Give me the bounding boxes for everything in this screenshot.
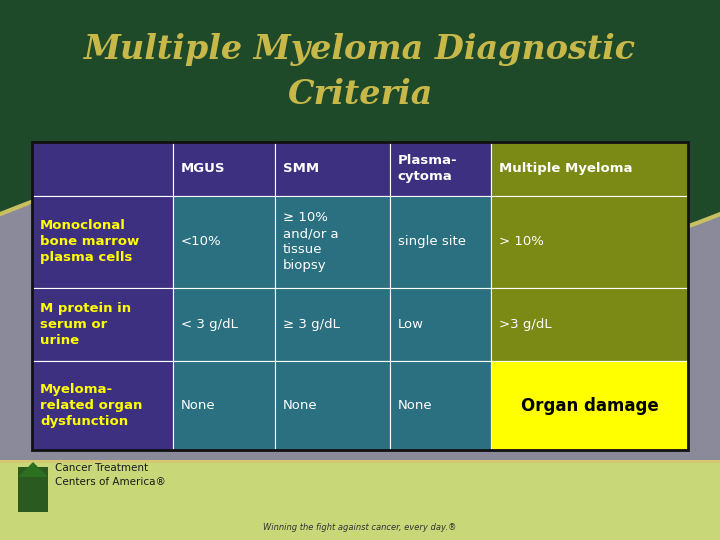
FancyBboxPatch shape xyxy=(491,142,688,195)
FancyBboxPatch shape xyxy=(32,361,173,450)
FancyBboxPatch shape xyxy=(18,467,48,512)
Text: None: None xyxy=(283,399,318,412)
FancyBboxPatch shape xyxy=(32,142,173,195)
Text: >3 g/dL: >3 g/dL xyxy=(499,318,552,331)
FancyBboxPatch shape xyxy=(390,361,491,450)
FancyBboxPatch shape xyxy=(275,361,390,450)
Polygon shape xyxy=(18,462,48,477)
FancyBboxPatch shape xyxy=(32,288,173,361)
Text: < 3 g/dL: < 3 g/dL xyxy=(181,318,238,331)
Text: single site: single site xyxy=(397,235,466,248)
FancyBboxPatch shape xyxy=(173,142,275,195)
FancyBboxPatch shape xyxy=(390,142,491,195)
FancyBboxPatch shape xyxy=(173,361,275,450)
Text: <10%: <10% xyxy=(181,235,222,248)
FancyBboxPatch shape xyxy=(0,0,720,205)
Text: Criteria: Criteria xyxy=(287,78,433,111)
FancyBboxPatch shape xyxy=(173,195,275,288)
Text: Organ damage: Organ damage xyxy=(521,397,659,415)
FancyBboxPatch shape xyxy=(491,288,688,361)
Text: Cancer Treatment
Centers of America®: Cancer Treatment Centers of America® xyxy=(55,463,166,487)
Text: M protein in
serum or
urine: M protein in serum or urine xyxy=(40,302,131,347)
Text: Winning the fight against cancer, every day.®: Winning the fight against cancer, every … xyxy=(264,523,456,532)
Text: SMM: SMM xyxy=(283,163,319,176)
FancyBboxPatch shape xyxy=(275,288,390,361)
FancyBboxPatch shape xyxy=(390,195,491,288)
Text: Monoclonal
bone marrow
plasma cells: Monoclonal bone marrow plasma cells xyxy=(40,219,139,264)
Text: None: None xyxy=(181,399,216,412)
FancyBboxPatch shape xyxy=(275,195,390,288)
FancyBboxPatch shape xyxy=(390,288,491,361)
Text: ≥ 10%
and/or a
tissue
biopsy: ≥ 10% and/or a tissue biopsy xyxy=(283,211,338,272)
Text: MGUS: MGUS xyxy=(181,163,225,176)
Text: Plasma-
cytoma: Plasma- cytoma xyxy=(397,154,457,183)
FancyBboxPatch shape xyxy=(0,460,720,463)
FancyBboxPatch shape xyxy=(32,195,173,288)
FancyBboxPatch shape xyxy=(491,361,688,450)
FancyBboxPatch shape xyxy=(491,195,688,288)
Text: Multiple Myeloma: Multiple Myeloma xyxy=(499,163,633,176)
Text: > 10%: > 10% xyxy=(499,235,544,248)
Text: None: None xyxy=(397,399,432,412)
Text: Multiple Myeloma Diagnostic: Multiple Myeloma Diagnostic xyxy=(84,33,636,66)
Text: Low: Low xyxy=(397,318,423,331)
FancyBboxPatch shape xyxy=(275,142,390,195)
FancyBboxPatch shape xyxy=(173,288,275,361)
FancyBboxPatch shape xyxy=(0,462,720,540)
Text: ≥ 3 g/dL: ≥ 3 g/dL xyxy=(283,318,340,331)
Text: Myeloma-
related organ
dysfunction: Myeloma- related organ dysfunction xyxy=(40,383,143,428)
